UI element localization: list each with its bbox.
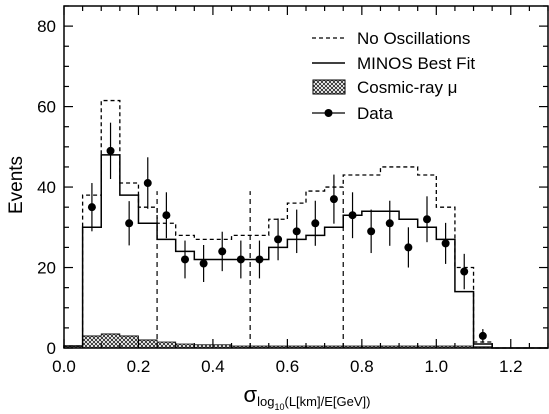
plot-frame: [63, 5, 549, 349]
best-fit-histogram: [63, 154, 548, 349]
data-point: [404, 243, 413, 252]
x-tick-label: 0.0: [52, 357, 76, 376]
y-tick-label: 20: [37, 259, 56, 278]
legend-cosmic-ray-symbol: [312, 79, 346, 95]
data-point: [199, 259, 208, 268]
data-point: [441, 239, 450, 248]
data-point: [236, 255, 245, 264]
x-tick-label: 0.2: [127, 357, 151, 376]
data-point: [311, 219, 320, 228]
data-point: [181, 255, 189, 264]
x-axis-title: σlog10(L[km]/E[GeV]): [244, 382, 371, 412]
data-point: [255, 255, 264, 264]
x-axis-title-sigma: σ: [244, 382, 258, 407]
x-tick-label: 0.6: [276, 357, 300, 376]
y-axis-title: Events: [6, 156, 27, 214]
data-point: [143, 179, 152, 188]
data-point: [218, 247, 227, 256]
x-tick-label: 1.2: [499, 357, 523, 376]
y-tick-label: 40: [37, 178, 56, 197]
y-tick-label: 80: [37, 17, 56, 36]
data-point: [367, 227, 376, 236]
data-point: [348, 211, 357, 220]
axis-ticks: 0.0 0.2 0.4 0.6 0.8 1.0 1.2 0 20 40 60 80: [37, 5, 549, 376]
x-tick-label: 1.0: [424, 357, 448, 376]
data-point: [162, 211, 171, 220]
data-point: [87, 203, 96, 212]
no-oscillations-histogram: [63, 99, 548, 349]
x-axis-title-ten: 10: [274, 402, 284, 412]
data-points: [87, 122, 487, 343]
data-point: [292, 227, 301, 236]
data-point: [106, 146, 115, 155]
legend-data-marker: [324, 109, 333, 117]
legend-cosmic-ray-label: Cosmic-ray μ: [357, 78, 457, 97]
legend: No Oscillations MINOS Best Fit Cosmic-ra…: [312, 29, 475, 123]
x-tick-label: 0.4: [201, 357, 225, 376]
legend-best-fit-label: MINOS Best Fit: [357, 54, 475, 73]
x-axis-title-log: log: [257, 394, 274, 409]
y-tick-label: 60: [37, 98, 56, 117]
data-point: [125, 219, 134, 228]
x-tick-label: 0.8: [350, 357, 374, 376]
data-point: [274, 235, 283, 244]
legend-no-oscillations-label: No Oscillations: [357, 29, 470, 48]
data-point: [423, 215, 431, 224]
data-point: [478, 331, 487, 340]
data-point: [329, 195, 338, 204]
legend-data-label: Data: [357, 104, 393, 123]
x-axis-title-argument: (L[km]/E[GeV]): [284, 394, 370, 409]
data-point: [460, 267, 469, 276]
y-tick-label: 0: [47, 339, 56, 358]
data-point: [385, 219, 394, 228]
